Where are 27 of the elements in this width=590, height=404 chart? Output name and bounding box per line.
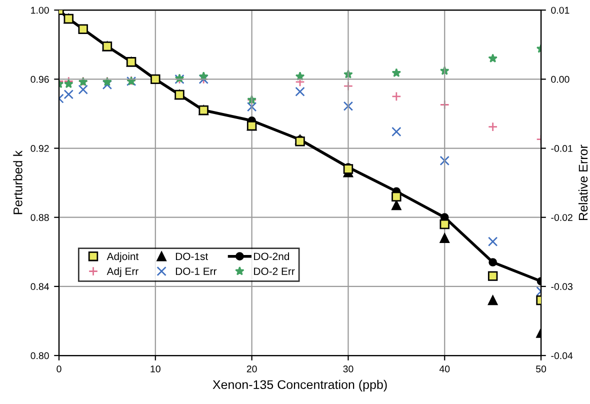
y-tick-label: 0.88 <box>30 214 49 221</box>
y2-tick-label: -0.02 <box>551 214 572 221</box>
legend-label: DO-1st <box>176 252 208 260</box>
legend-label: Adjoint <box>106 252 139 262</box>
x-tick-label: 40 <box>439 366 450 372</box>
y-tick-label: 0.84 <box>30 283 49 290</box>
legend-label: Adj Err <box>106 267 138 278</box>
y-tick-label: 1.00 <box>31 6 49 14</box>
y-tick-label: 0.80 <box>30 352 49 360</box>
y2-tick-label: 0.01 <box>551 6 570 14</box>
x-axis-title: Xenon-135 Concentration (ppb) <box>212 380 387 392</box>
y2-tick-label: -0.03 <box>551 283 572 290</box>
y-tick-label: 0.92 <box>30 145 49 152</box>
legend-label: DO-2nd <box>254 252 290 260</box>
x-tick-label: 20 <box>246 366 257 372</box>
legend-label: DO-2 Err <box>254 268 295 275</box>
x-tick-label: 50 <box>536 366 546 372</box>
y2-tick-label: -0.01 <box>551 145 572 152</box>
y-axis-title: Perturbed k <box>13 150 22 214</box>
legend-label: DO-1 Err <box>176 268 217 275</box>
y2-tick-label: -0.04 <box>551 352 573 360</box>
y-tick-label: 0.96 <box>30 76 49 83</box>
x-tick-label: 10 <box>150 366 160 372</box>
x-tick-label: 0 <box>56 366 62 372</box>
y2-axis-title: Relative Error <box>578 144 588 220</box>
x-tick-label: 30 <box>343 366 354 372</box>
y2-tick-label: 0.00 <box>551 76 570 83</box>
